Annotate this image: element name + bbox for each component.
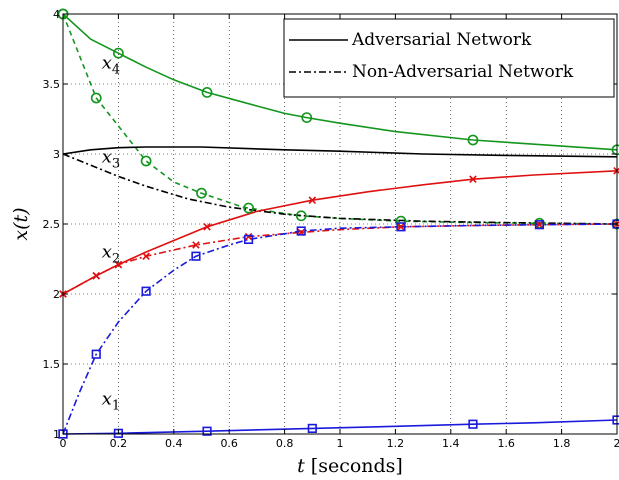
marker-x1-adversarial	[307, 423, 317, 434]
x-tick-label: 1.6	[497, 437, 515, 450]
y-tick-label: 4	[53, 8, 60, 21]
marker-x4-nonadversarial	[90, 92, 102, 104]
annotation-x3: x3	[102, 146, 120, 171]
legend-label-adversarial: Adversarial Network	[351, 30, 532, 50]
y-tick-label: 2	[53, 288, 60, 301]
series-line-x1-nonadversarial	[62, 223, 618, 435]
annotation-base: x	[102, 389, 112, 410]
y-axis-title: x(t)	[10, 207, 32, 240]
y-tick-label: 3.5	[43, 78, 61, 91]
annotation-subscript: 3	[112, 156, 120, 171]
marker-x1-nonadversarial	[141, 286, 151, 296]
marker-x1-nonadversarial	[534, 220, 545, 230]
annotation-x4: x4	[102, 53, 120, 78]
x-tick-label: 1.2	[387, 437, 405, 450]
marker-x4-adversarial	[201, 87, 213, 98]
series-line-x3-nonadversarial	[62, 153, 618, 225]
marker-x4-adversarial	[301, 112, 313, 123]
marker-x2-adversarial	[308, 196, 317, 204]
x-tick-label: 1	[337, 437, 344, 450]
series-line-x2-adversarial	[62, 170, 618, 295]
series-line-x2-nonadversarial	[62, 223, 618, 295]
marker-x2-nonadversarial	[397, 223, 405, 231]
series-line-x1-adversarial	[62, 419, 618, 435]
x-tick-label: 2	[614, 437, 619, 450]
annotation-x1: x1	[102, 389, 120, 414]
marker-x1-nonadversarial	[91, 349, 101, 359]
x-tick-label: 1.8	[553, 437, 571, 450]
x-tick-label: 1.4	[442, 437, 460, 450]
marker-x4-nonadversarial	[196, 187, 207, 199]
annotation-base: x	[102, 146, 112, 167]
y-tick-label: 1.5	[43, 358, 61, 371]
annotation-x2: x2	[102, 242, 120, 267]
marker-x4-adversarial	[113, 47, 124, 59]
annotation-subscript: 2	[112, 252, 120, 267]
x-tick-label: 0.6	[220, 437, 238, 450]
annotation-subscript: 4	[112, 63, 120, 78]
marker-x2-nonadversarial	[535, 220, 544, 229]
marker-x2-adversarial	[203, 223, 211, 231]
annotation-base: x	[102, 53, 112, 74]
annotation-subscript: 1	[112, 399, 120, 414]
y-tick-label: 3	[53, 148, 60, 161]
marker-x1-adversarial	[468, 419, 478, 429]
marker-x2-adversarial	[469, 175, 477, 183]
series-line-x3-adversarial	[62, 146, 618, 158]
marker-x4-nonadversarial	[243, 202, 254, 214]
marker-x2-nonadversarial	[114, 260, 123, 269]
x-tick-label: 0.4	[165, 437, 183, 450]
series-lines	[62, 13, 618, 435]
legend-label-non-adversarial: Non-Adversarial Network	[352, 62, 574, 82]
y-tick-label: 1	[53, 428, 60, 441]
legend: Adversarial Network Non-Adversarial Netw…	[283, 18, 615, 98]
x-tick-label: 0.2	[110, 437, 128, 450]
y-tick-label: 2.5	[43, 218, 61, 231]
marker-x2-nonadversarial	[244, 232, 253, 241]
x-axis-unit: [seconds]	[311, 455, 403, 477]
x-tick-label: 0.8	[276, 437, 294, 450]
marker-x2-nonadversarial	[142, 252, 150, 260]
marker-x2-nonadversarial	[92, 272, 101, 280]
annotation-base: x	[102, 242, 112, 263]
marker-x4-adversarial	[467, 134, 479, 146]
marker-x1-nonadversarial	[191, 251, 201, 261]
marker-x1-nonadversarial	[243, 234, 254, 245]
marker-x1-nonadversarial	[296, 226, 306, 236]
legend-box	[283, 18, 615, 98]
marker-x2-nonadversarial	[192, 241, 200, 249]
x-axis-title: t [seconds]	[297, 455, 403, 477]
marker-x1-adversarial	[202, 426, 212, 436]
marker-x1-nonadversarial	[396, 222, 406, 232]
marker-x4-nonadversarial	[295, 210, 307, 222]
axis-ticks: 0 0.2 0.4 0.6 0.8 1 1.2 1.4 1.6 1.8 2 1 1.5 2 2.5 3 3.5 4	[43, 8, 619, 450]
marker-x4-nonadversarial	[140, 155, 152, 167]
x-tick-label: 0	[60, 437, 67, 450]
x-axis-variable: t	[297, 455, 305, 477]
